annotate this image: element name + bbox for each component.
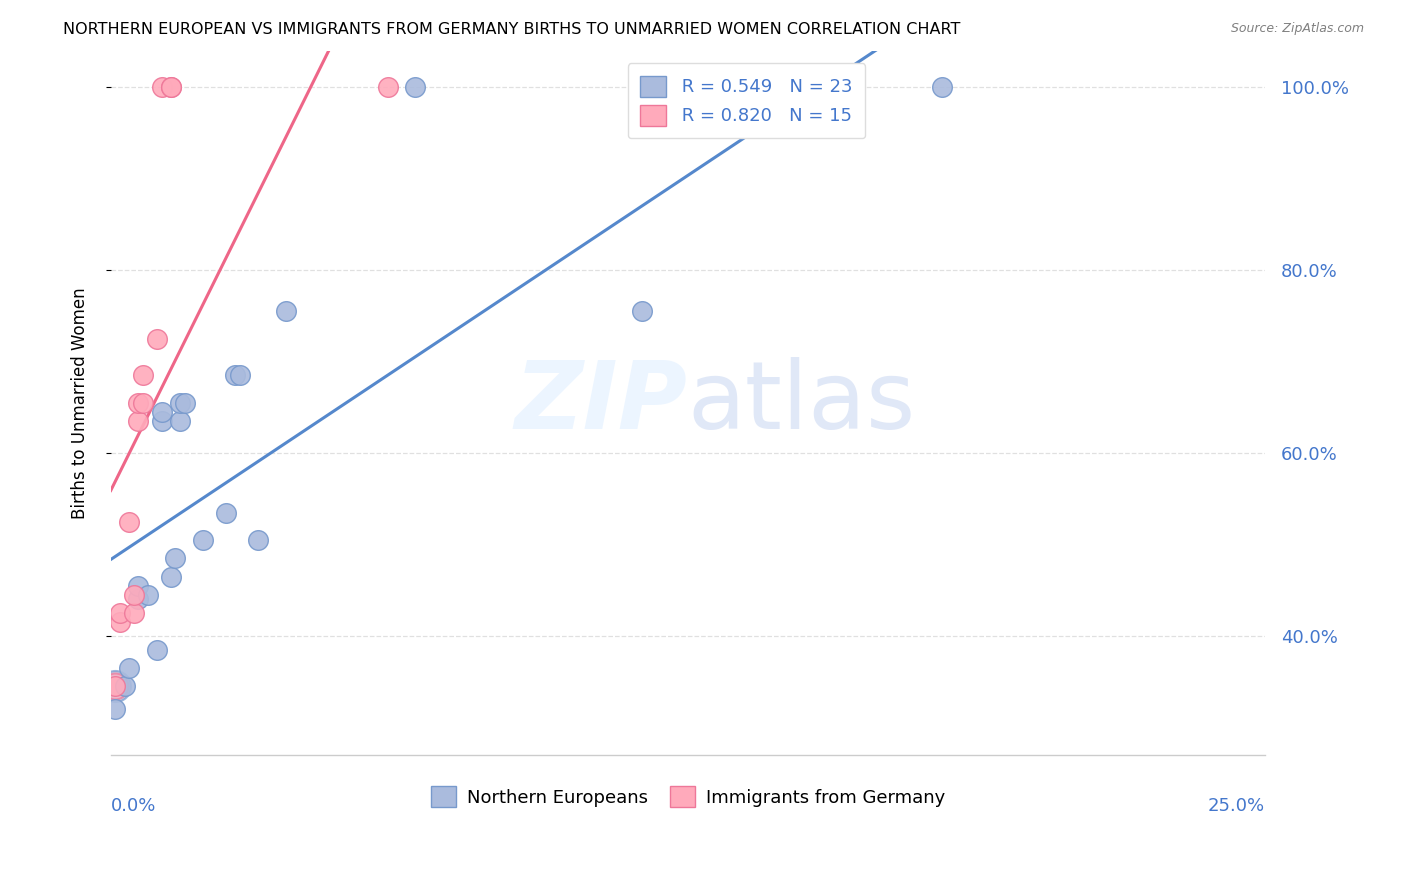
Point <box>104 679 127 693</box>
Text: Source: ZipAtlas.com: Source: ZipAtlas.com <box>1230 22 1364 36</box>
Point <box>132 368 155 383</box>
Point <box>191 533 214 547</box>
Legend: Northern Europeans, Immigrants from Germany: Northern Europeans, Immigrants from Germ… <box>422 778 953 816</box>
Point <box>173 396 195 410</box>
Point <box>127 592 149 607</box>
Point <box>404 80 426 95</box>
Point <box>118 515 141 529</box>
Point <box>159 80 181 95</box>
Point <box>229 368 252 383</box>
Point <box>150 414 173 428</box>
Point <box>276 304 298 318</box>
Point <box>931 80 953 95</box>
Text: ZIP: ZIP <box>515 357 688 449</box>
Point <box>159 569 181 583</box>
Point <box>150 80 173 95</box>
Point <box>108 615 131 630</box>
Y-axis label: Births to Unmarried Women: Births to Unmarried Women <box>72 287 89 518</box>
Point <box>169 396 191 410</box>
Text: 25.0%: 25.0% <box>1208 797 1265 815</box>
Point <box>159 80 181 95</box>
Point <box>122 588 145 602</box>
Point <box>127 579 149 593</box>
Point <box>104 679 127 693</box>
Text: NORTHERN EUROPEAN VS IMMIGRANTS FROM GERMANY BIRTHS TO UNMARRIED WOMEN CORRELATI: NORTHERN EUROPEAN VS IMMIGRANTS FROM GER… <box>63 22 960 37</box>
Point <box>127 414 149 428</box>
Point <box>630 304 652 318</box>
Point <box>114 679 136 693</box>
Point <box>215 506 238 520</box>
Point <box>377 80 399 95</box>
Point <box>104 679 127 693</box>
Point <box>132 396 155 410</box>
Point <box>150 405 173 419</box>
Point <box>127 396 149 410</box>
Text: 0.0%: 0.0% <box>111 797 156 815</box>
Point <box>104 702 127 716</box>
Point <box>146 332 169 346</box>
Point <box>224 368 246 383</box>
Point <box>247 533 270 547</box>
Point <box>169 414 191 428</box>
Point <box>136 588 159 602</box>
Point <box>108 606 131 620</box>
Point <box>146 642 169 657</box>
Point <box>165 551 187 566</box>
Point <box>118 661 141 675</box>
Point <box>122 606 145 620</box>
Text: atlas: atlas <box>688 357 917 449</box>
